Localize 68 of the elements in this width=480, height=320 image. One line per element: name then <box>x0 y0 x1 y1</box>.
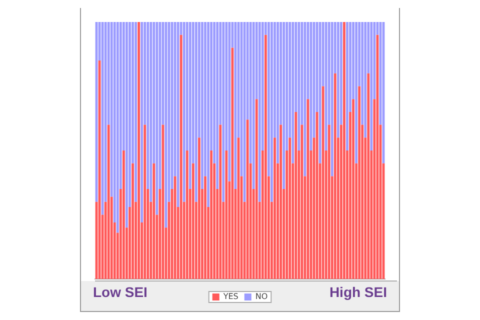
bar <box>101 22 104 215</box>
bar <box>198 138 200 279</box>
bar <box>336 22 340 138</box>
bar <box>216 22 219 190</box>
bar <box>126 22 128 228</box>
bar <box>204 176 206 279</box>
text: Low SEI <box>93 284 148 300</box>
bar <box>270 22 273 202</box>
bar <box>352 99 354 279</box>
bar <box>288 138 292 279</box>
bar <box>132 163 134 279</box>
bar <box>298 22 300 150</box>
bar <box>282 22 286 190</box>
bar <box>318 22 322 164</box>
bar <box>138 22 140 279</box>
text: High SEI <box>329 284 387 300</box>
bar <box>140 22 144 222</box>
bar <box>264 34 267 279</box>
bar <box>182 22 186 202</box>
bar <box>188 22 192 190</box>
bar <box>292 22 294 164</box>
bar <box>322 86 324 279</box>
bar <box>186 150 188 279</box>
bar <box>201 22 204 190</box>
bar <box>280 124 282 279</box>
bar <box>376 34 379 279</box>
bar <box>116 22 119 233</box>
bar <box>300 124 304 279</box>
bar <box>343 22 346 279</box>
bar <box>152 163 156 279</box>
legend-label: YES <box>222 292 238 302</box>
bar <box>156 22 158 215</box>
bar <box>134 22 137 202</box>
bar <box>144 124 146 279</box>
bar <box>222 22 225 202</box>
bar <box>274 138 276 279</box>
bar <box>150 22 152 202</box>
bar <box>328 124 330 279</box>
bar <box>176 22 180 208</box>
bar <box>180 34 182 279</box>
bar <box>228 22 231 182</box>
bar <box>122 150 125 279</box>
bar <box>294 112 298 279</box>
bar <box>107 124 110 279</box>
bar <box>210 150 213 279</box>
bar <box>225 150 228 279</box>
bar <box>358 86 361 279</box>
bar <box>367 73 370 279</box>
bar <box>355 22 358 164</box>
bar <box>346 22 348 150</box>
bar <box>231 48 234 279</box>
legend-label: NO <box>255 292 268 302</box>
bar <box>207 22 210 208</box>
bar <box>252 22 255 190</box>
bar <box>324 22 328 150</box>
bar <box>219 124 222 279</box>
bar <box>258 22 261 202</box>
bar <box>246 120 249 279</box>
bar <box>330 22 334 176</box>
bar <box>192 163 194 279</box>
bar <box>370 22 373 150</box>
bar <box>174 176 176 279</box>
bar <box>364 22 367 138</box>
bar <box>304 22 306 176</box>
bar <box>276 22 279 164</box>
bar <box>255 99 258 279</box>
bar <box>334 73 336 279</box>
bar <box>194 22 198 202</box>
